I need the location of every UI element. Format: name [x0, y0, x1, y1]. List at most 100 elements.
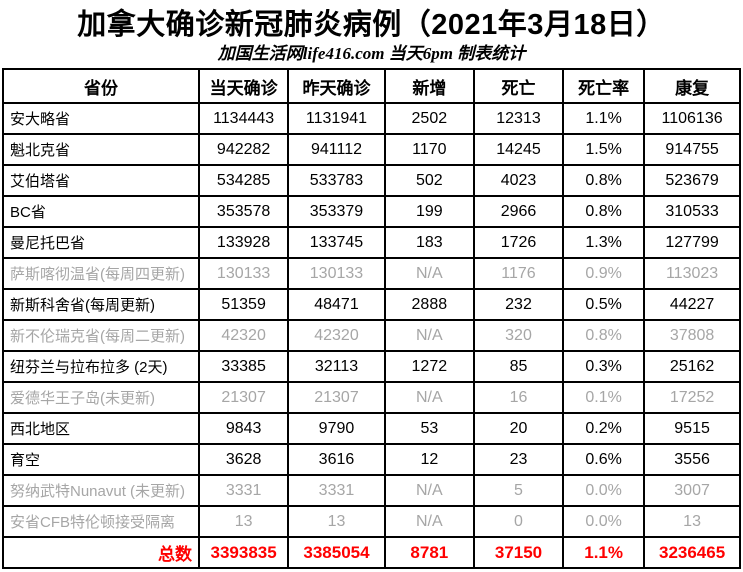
- cell-today-confirmed: 1134443: [198, 102, 290, 135]
- total-label: 总数: [1, 536, 201, 569]
- cell-death-rate: 0.0%: [562, 505, 646, 538]
- cell-death-rate: 0.8%: [562, 195, 646, 228]
- cell-recovered: 44227: [643, 288, 741, 321]
- cell-province: 安大略省: [1, 102, 201, 135]
- cell-today-confirmed: 51359: [198, 288, 290, 321]
- cell-death-rate: 0.1%: [562, 381, 646, 414]
- total-yesterday-confirmed: 3385054: [287, 536, 386, 569]
- cell-death-rate: 0.8%: [562, 164, 646, 197]
- table-row: 努纳武特Nunavut (未更新) 3331 3331 N/A 5 0.0% 3…: [1, 474, 741, 507]
- table-row: 艾伯塔省 534285 533783 502 4023 0.8% 523679: [1, 164, 741, 197]
- cell-province: 萨斯喀彻温省(每周四更新): [1, 257, 201, 290]
- cell-yesterday-confirmed: 32113: [287, 350, 386, 383]
- cell-death-rate: 0.0%: [562, 474, 646, 507]
- cell-yesterday-confirmed: 48471: [287, 288, 386, 321]
- covid-stats-table: 省份 当天确诊 昨天确诊 新增 死亡 死亡率 康复 安大略省 1134443 1…: [1, 68, 741, 569]
- cell-deaths: 0: [472, 505, 565, 538]
- cell-death-rate: 0.9%: [562, 257, 646, 290]
- cell-yesterday-confirmed: 353379: [287, 195, 386, 228]
- cell-new-cases: 183: [383, 226, 475, 259]
- cell-province: 曼尼托巴省: [1, 226, 201, 259]
- table-row: BC省 353578 353379 199 2966 0.8% 310533: [1, 195, 741, 228]
- cell-recovered: 310533: [643, 195, 741, 228]
- table-row: 西北地区 9843 9790 53 20 0.2% 9515: [1, 412, 741, 445]
- cell-today-confirmed: 353578: [198, 195, 290, 228]
- cell-recovered: 3556: [643, 443, 741, 476]
- cell-deaths: 1176: [472, 257, 565, 290]
- cell-death-rate: 0.6%: [562, 443, 646, 476]
- cell-recovered: 127799: [643, 226, 741, 259]
- cell-recovered: 9515: [643, 412, 741, 445]
- header-cell-yesterday-confirmed: 昨天确诊: [287, 68, 386, 104]
- cell-province: 艾伯塔省: [1, 164, 201, 197]
- cell-today-confirmed: 33385: [198, 350, 290, 383]
- table-row: 爱德华王子岛(未更新) 21307 21307 N/A 16 0.1% 1725…: [1, 381, 741, 414]
- header-cell-today-confirmed: 当天确诊: [198, 68, 290, 104]
- cell-recovered: 1106136: [643, 102, 741, 135]
- cell-new-cases: 53: [383, 412, 475, 445]
- cell-recovered: 3007: [643, 474, 741, 507]
- cell-new-cases: N/A: [383, 505, 475, 538]
- total-deaths: 37150: [472, 536, 565, 569]
- cell-new-cases: 1272: [383, 350, 475, 383]
- cell-province: 纽芬兰与拉布拉多 (2天): [1, 350, 201, 383]
- page-title: 加拿大确诊新冠肺炎病例（2021年3月18日）: [77, 9, 666, 41]
- cell-yesterday-confirmed: 42320: [287, 319, 386, 352]
- cell-deaths: 14245: [472, 133, 565, 166]
- cell-new-cases: 199: [383, 195, 475, 228]
- cell-recovered: 17252: [643, 381, 741, 414]
- table-row: 曼尼托巴省 133928 133745 183 1726 1.3% 127799: [1, 226, 741, 259]
- cell-recovered: 914755: [643, 133, 741, 166]
- cell-death-rate: 1.5%: [562, 133, 646, 166]
- cell-deaths: 23: [472, 443, 565, 476]
- table-row: 纽芬兰与拉布拉多 (2天) 33385 32113 1272 85 0.3% 2…: [1, 350, 741, 383]
- cell-province: 安省CFB特伦顿接受隔离: [1, 505, 201, 538]
- cell-death-rate: 0.8%: [562, 319, 646, 352]
- cell-deaths: 320: [472, 319, 565, 352]
- cell-new-cases: 2502: [383, 102, 475, 135]
- cell-yesterday-confirmed: 21307: [287, 381, 386, 414]
- header-cell-death-rate: 死亡率: [562, 68, 646, 104]
- cell-today-confirmed: 13: [198, 505, 290, 538]
- cell-today-confirmed: 133928: [198, 226, 290, 259]
- cell-deaths: 4023: [472, 164, 565, 197]
- cell-new-cases: 1170: [383, 133, 475, 166]
- cell-new-cases: N/A: [383, 319, 475, 352]
- cell-today-confirmed: 3331: [198, 474, 290, 507]
- table-row: 魁北克省 942282 941112 1170 14245 1.5% 91475…: [1, 133, 741, 166]
- cell-province: 新不伦瑞克省(每周二更新): [1, 319, 201, 352]
- cell-today-confirmed: 3628: [198, 443, 290, 476]
- table-row: 安省CFB特伦顿接受隔离 13 13 N/A 0 0.0% 13: [1, 505, 741, 538]
- table-header-row: 省份 当天确诊 昨天确诊 新增 死亡 死亡率 康复: [1, 68, 741, 104]
- cell-recovered: 113023: [643, 257, 741, 290]
- cell-yesterday-confirmed: 533783: [287, 164, 386, 197]
- total-row: 总数 3393835 3385054 8781 37150 1.1% 32364…: [1, 536, 741, 569]
- total-recovered: 3236465: [643, 536, 741, 569]
- cell-recovered: 523679: [643, 164, 741, 197]
- header-cell-new-cases: 新增: [383, 68, 475, 104]
- cell-province: 魁北克省: [1, 133, 201, 166]
- cell-death-rate: 0.2%: [562, 412, 646, 445]
- table-row: 安大略省 1134443 1131941 2502 12313 1.1% 110…: [1, 102, 741, 135]
- cell-death-rate: 0.3%: [562, 350, 646, 383]
- cell-province: 育空: [1, 443, 201, 476]
- cell-recovered: 25162: [643, 350, 741, 383]
- cell-deaths: 16: [472, 381, 565, 414]
- table-row: 育空 3628 3616 12 23 0.6% 3556: [1, 443, 741, 476]
- cell-yesterday-confirmed: 9790: [287, 412, 386, 445]
- header-cell-deaths: 死亡: [472, 68, 565, 104]
- cell-province: 努纳武特Nunavut (未更新): [1, 474, 201, 507]
- cell-province: BC省: [1, 195, 201, 228]
- cell-new-cases: 502: [383, 164, 475, 197]
- cell-yesterday-confirmed: 13: [287, 505, 386, 538]
- cell-deaths: 12313: [472, 102, 565, 135]
- header-cell-province: 省份: [1, 68, 201, 104]
- cell-yesterday-confirmed: 941112: [287, 133, 386, 166]
- cell-yesterday-confirmed: 3616: [287, 443, 386, 476]
- table-row: 新斯科舍省(每周更新) 51359 48471 2888 232 0.5% 44…: [1, 288, 741, 321]
- cell-new-cases: 2888: [383, 288, 475, 321]
- cell-today-confirmed: 9843: [198, 412, 290, 445]
- cell-today-confirmed: 130133: [198, 257, 290, 290]
- total-today-confirmed: 3393835: [198, 536, 290, 569]
- header-cell-recovered: 康复: [643, 68, 741, 104]
